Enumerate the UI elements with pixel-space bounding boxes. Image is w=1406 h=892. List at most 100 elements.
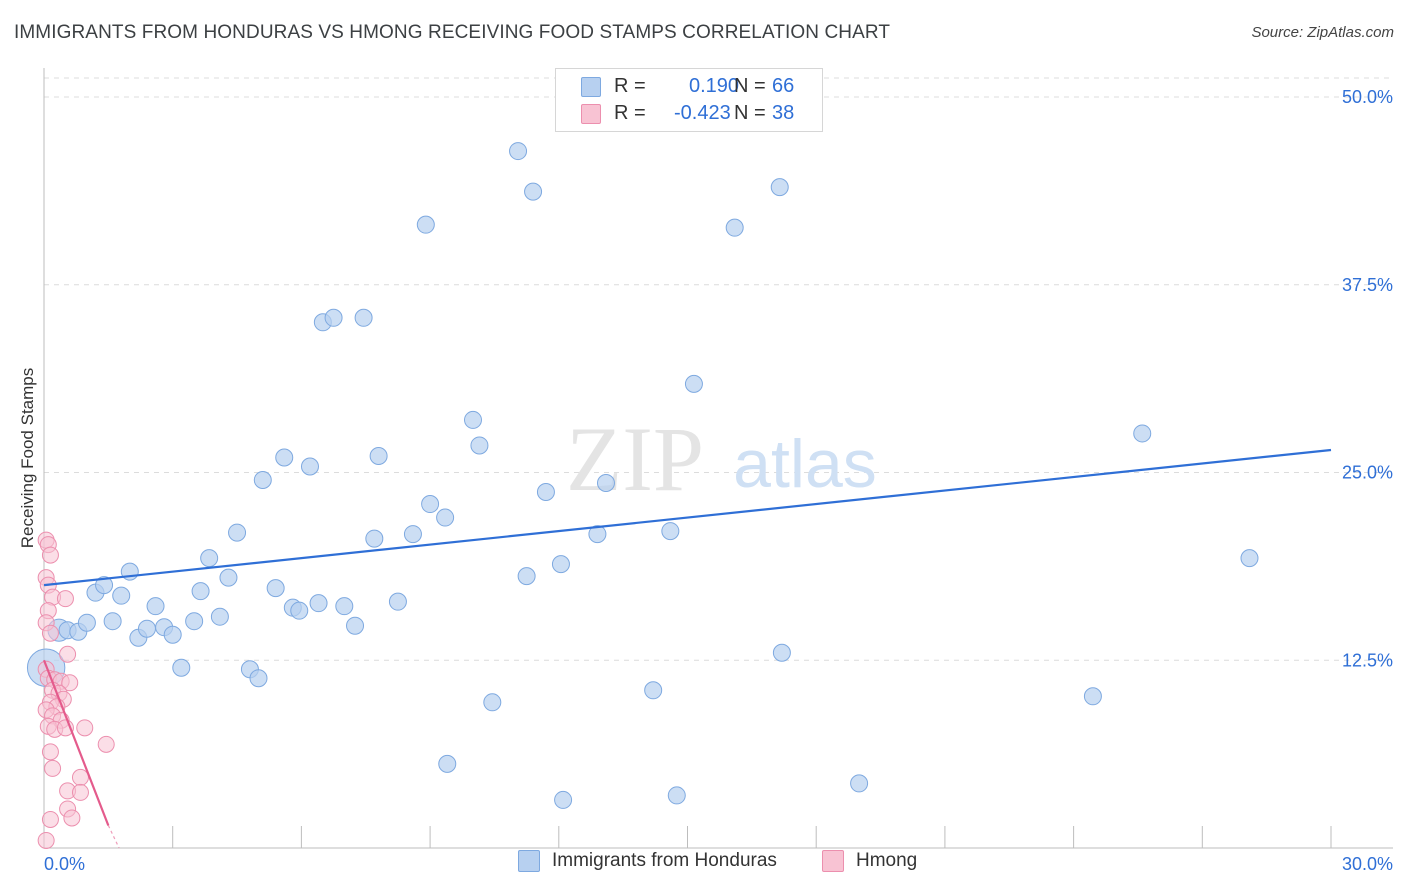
data-point-honduras [403, 525, 422, 544]
watermark-atlas: atlas [733, 426, 877, 502]
data-point-hmong [59, 645, 77, 663]
data-point-honduras [596, 474, 615, 493]
data-point-honduras [228, 523, 247, 542]
data-point-honduras [1133, 424, 1152, 443]
data-point-hmong [61, 674, 79, 692]
data-point-honduras [95, 576, 114, 595]
data-point-honduras [335, 597, 354, 616]
series-hmong-points [37, 531, 115, 849]
data-point-honduras [536, 483, 555, 502]
trend-lines [42, 448, 1332, 849]
data-point-hmong [76, 719, 94, 737]
data-point-honduras [416, 215, 435, 234]
data-point-hmong [41, 743, 59, 761]
data-point-honduras [1083, 687, 1102, 706]
chart-title: IMMIGRANTS FROM HONDURAS VS HMONG RECEIV… [14, 22, 891, 43]
data-point-honduras [103, 612, 122, 631]
data-point-honduras [146, 597, 165, 616]
legend-r-label: R = [614, 74, 646, 97]
data-point-honduras [275, 448, 294, 467]
watermark: ZIP atlas [566, 408, 877, 510]
legend-r-value: -0.423 [674, 101, 731, 124]
legend-r-value: 0.190 [689, 74, 740, 97]
data-point-honduras [191, 582, 210, 601]
data-point-hmong [41, 810, 59, 828]
data-point-hmong [41, 624, 59, 642]
data-point-hmong [44, 759, 62, 777]
bottom-legend-swatch-pink [822, 850, 844, 872]
watermark-zip: ZIP [566, 408, 704, 510]
data-point-honduras [300, 457, 319, 476]
legend-swatch-blue [581, 77, 601, 97]
data-point-honduras [1240, 549, 1259, 568]
bottom-legend-honduras: Immigrants from Honduras [518, 850, 777, 872]
tick-labels: 12.5% 25.0% 37.5% 50.0% 0.0% 30.0% [44, 87, 1393, 874]
data-point-honduras [290, 601, 309, 620]
source-credit: Source: ZipAtlas.com [1251, 24, 1394, 41]
data-point-honduras [388, 592, 407, 611]
data-point-honduras [137, 619, 156, 638]
data-point-honduras [266, 579, 285, 598]
data-point-honduras [210, 607, 229, 626]
data-point-honduras [200, 549, 219, 568]
data-point-honduras [438, 754, 457, 773]
data-point-honduras [772, 643, 791, 662]
data-point-honduras [365, 529, 384, 548]
bottom-legend-label: Immigrants from Honduras [552, 850, 777, 871]
trend-line-honduras [43, 448, 1332, 587]
correlation-legend: R = 0.190 N = 66 R = -0.423 N = 38 [555, 68, 823, 132]
data-point-honduras [644, 681, 663, 700]
data-point-honduras [554, 790, 573, 809]
data-point-hmong [56, 590, 74, 608]
data-point-honduras [470, 436, 489, 455]
data-point-honduras [684, 374, 703, 393]
legend-r-label: R = [614, 101, 646, 124]
y-tick-label: 37.5% [1342, 275, 1393, 295]
data-point-honduras [850, 774, 869, 793]
y-tick-label: 25.0% [1342, 463, 1393, 483]
data-point-honduras [588, 525, 607, 544]
y-tick-label: 50.0% [1342, 87, 1393, 107]
legend-n-label: N = [734, 74, 766, 97]
data-point-honduras [667, 786, 686, 805]
x-tick-label: 0.0% [44, 854, 85, 874]
data-point-honduras [483, 693, 502, 712]
data-point-hmong [63, 809, 81, 827]
data-point-hmong [97, 735, 115, 753]
data-point-honduras [253, 471, 272, 490]
trend-line-hmong-extension [107, 825, 120, 849]
data-point-honduras [346, 616, 365, 635]
bottom-legend-hmong: Hmong [822, 850, 917, 872]
data-point-honduras [551, 555, 570, 574]
data-point-honduras [725, 218, 744, 237]
legend-swatch-pink [581, 104, 601, 124]
data-point-hmong [71, 783, 89, 801]
data-point-honduras [185, 612, 204, 631]
data-point-honduras [509, 142, 528, 161]
data-point-honduras [112, 586, 131, 605]
bottom-legend-swatch-blue [518, 850, 540, 872]
data-point-hmong [37, 831, 55, 849]
data-point-honduras [436, 508, 455, 527]
data-point-honduras [172, 658, 191, 677]
data-point-honduras [464, 410, 482, 429]
data-point-honduras [77, 613, 96, 632]
data-point-honduras [770, 178, 789, 197]
axis-layer [43, 68, 1393, 849]
grid-layer [44, 77, 1393, 661]
x-tick-label: 30.0% [1342, 854, 1393, 874]
data-point-honduras [354, 308, 373, 327]
data-point-hmong [41, 546, 59, 564]
legend-n-value: 38 [772, 101, 795, 124]
data-point-honduras [324, 308, 343, 327]
data-point-honduras [517, 567, 536, 586]
data-point-honduras [661, 522, 680, 541]
bottom-legend-label: Hmong [856, 850, 918, 871]
data-point-honduras [219, 568, 238, 587]
data-point-honduras [421, 495, 440, 514]
legend-n-value: 66 [772, 74, 795, 97]
data-point-hmong [71, 768, 89, 786]
y-axis-label: Receiving Food Stamps [18, 368, 37, 548]
legend-n-label: N = [734, 101, 766, 124]
